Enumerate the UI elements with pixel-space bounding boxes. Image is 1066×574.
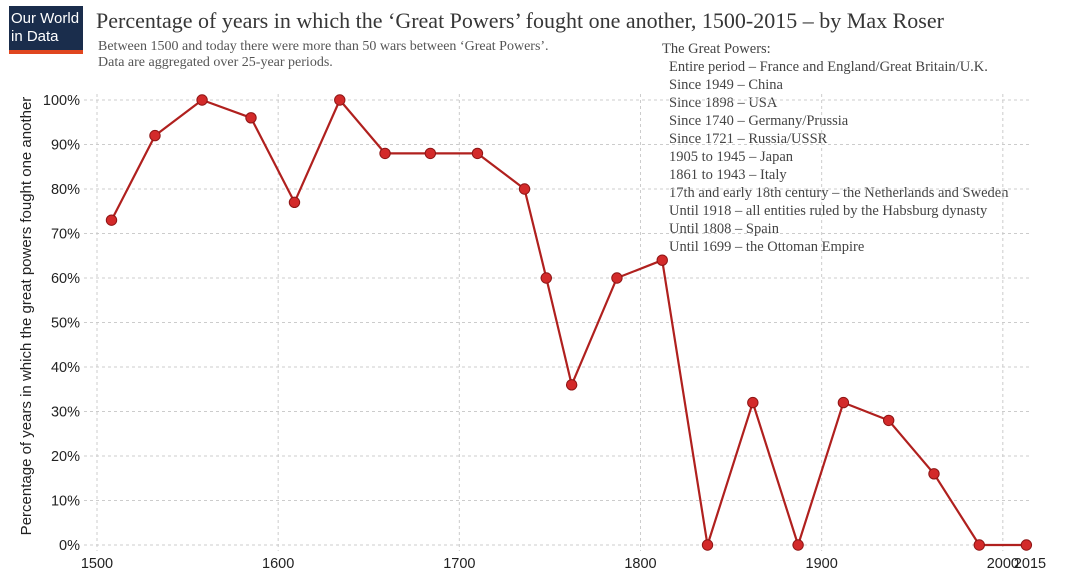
- great-powers-heading: The Great Powers:: [662, 41, 771, 57]
- y-tick-label: 0%: [59, 538, 80, 554]
- data-point[interactable]: [973, 539, 985, 551]
- series-line: [110, 98, 1027, 547]
- x-tick-label: 2015: [1014, 556, 1046, 572]
- data-point[interactable]: [565, 379, 578, 391]
- data-point[interactable]: [288, 196, 301, 209]
- data-point[interactable]: [747, 396, 759, 409]
- data-point[interactable]: [792, 539, 804, 551]
- y-tick-label: 30%: [51, 405, 80, 421]
- y-tick-label: 80%: [51, 182, 80, 198]
- owid-logo: Our World in Data: [9, 6, 83, 54]
- data-point[interactable]: [1020, 539, 1033, 551]
- logo-line-2: in Data: [11, 28, 59, 45]
- data-point[interactable]: [105, 214, 118, 226]
- chart-title: Percentage of years in which the ‘Great …: [96, 8, 944, 33]
- great-power-item: 17th and early 18th century – the Nether…: [669, 185, 1009, 201]
- data-point[interactable]: [424, 147, 437, 160]
- great-power-item: Since 1721 – Russia/USSR: [669, 131, 828, 147]
- x-tick-label: 2000: [987, 556, 1019, 572]
- x-tick-label: 1900: [806, 556, 838, 572]
- y-tick-label: 100%: [43, 93, 80, 109]
- chart-subtitle: Between 1500 and today there were more t…: [98, 39, 658, 71]
- y-tick-label: 70%: [51, 227, 80, 243]
- great-power-item: Until 1918 – all entities ruled by the H…: [669, 203, 988, 219]
- y-axis-ticks: 0% 10% 20% 30% 40% 50% 60% 70% 80% 90% 100%: [43, 93, 80, 554]
- x-tick-label: 1800: [624, 556, 656, 572]
- data-point[interactable]: [928, 468, 940, 480]
- great-powers-annotation: The Great Powers: Entire period – France…: [662, 40, 1008, 256]
- great-power-item: Until 1699 – the Ottoman Empire: [669, 239, 865, 255]
- data-point[interactable]: [149, 129, 161, 142]
- data-point[interactable]: [471, 147, 484, 160]
- great-power-item: 1905 to 1945 – Japan: [669, 149, 794, 165]
- subtitle-line-2: Data are aggregated over 25-year periods…: [98, 55, 333, 70]
- x-tick-label: 1500: [81, 556, 113, 572]
- data-point[interactable]: [701, 539, 714, 551]
- great-power-item: Since 1740 – Germany/Prussia: [669, 113, 849, 129]
- data-point[interactable]: [656, 254, 668, 266]
- grid-lines: [84, 94, 1030, 551]
- great-power-item: Since 1898 – USA: [669, 95, 778, 111]
- data-point[interactable]: [882, 414, 895, 427]
- y-tick-label: 20%: [51, 449, 80, 465]
- data-point[interactable]: [837, 396, 850, 409]
- y-tick-label: 50%: [51, 316, 80, 332]
- x-tick-label: 1700: [443, 556, 475, 572]
- data-point[interactable]: [611, 272, 623, 284]
- logo-line-1: Our World: [11, 10, 80, 27]
- data-point[interactable]: [379, 147, 391, 160]
- y-tick-label: 10%: [51, 494, 80, 510]
- great-power-item: Entire period – France and England/Great…: [669, 59, 988, 75]
- y-tick-label: 40%: [51, 360, 80, 376]
- x-tick-label: 1600: [262, 556, 294, 572]
- data-point[interactable]: [518, 183, 531, 195]
- y-tick-label: 90%: [51, 138, 80, 154]
- y-axis-label: Percentage of years in which the great p…: [18, 97, 35, 536]
- data-point[interactable]: [334, 94, 346, 106]
- data-point[interactable]: [196, 94, 208, 106]
- data-point[interactable]: [245, 112, 257, 124]
- subtitle-line-1: Between 1500 and today there were more t…: [98, 39, 549, 54]
- data-point[interactable]: [540, 272, 552, 284]
- great-powers-list: Entire period – France and England/Great…: [662, 58, 1008, 256]
- y-tick-label: 60%: [51, 271, 80, 287]
- great-power-item: Since 1949 – China: [669, 77, 783, 93]
- great-power-item: 1861 to 1943 – Italy: [669, 167, 787, 183]
- series-group: [105, 94, 1033, 551]
